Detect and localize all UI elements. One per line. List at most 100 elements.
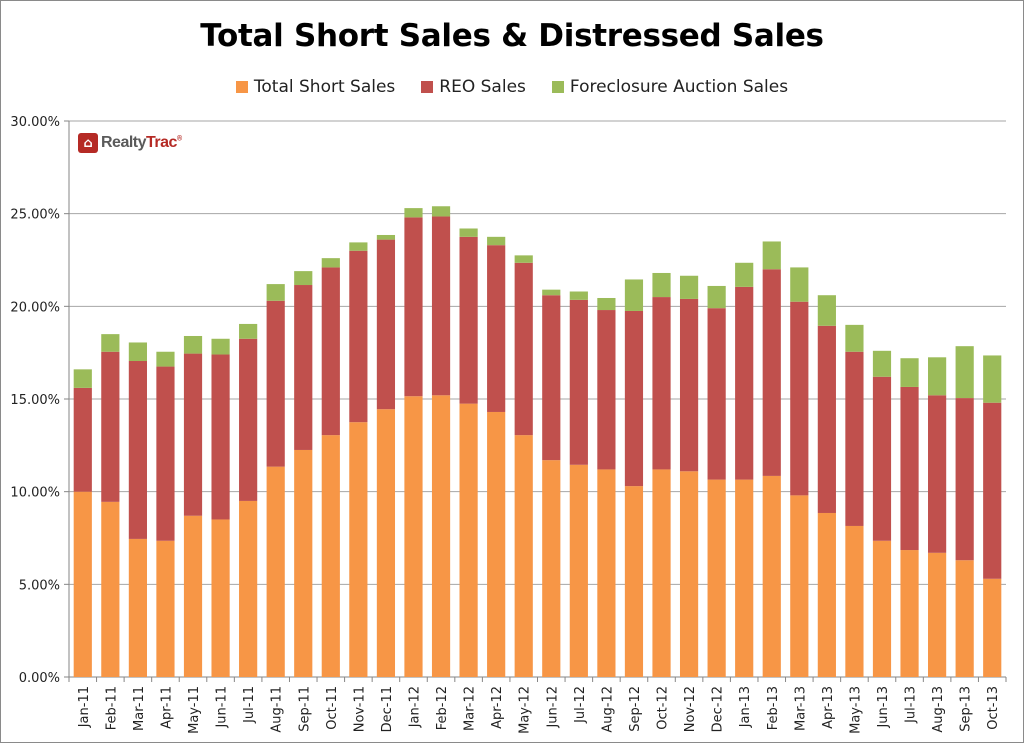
x-tick-label: Aug-12 <box>600 686 615 733</box>
bar-foreclosure-auction-sales-apr-13 <box>817 295 836 326</box>
x-tick-label: Dec-11 <box>380 686 395 732</box>
bar-foreclosure-auction-sales-aug-13 <box>928 357 947 396</box>
bar-foreclosure-auction-sales-sep-12 <box>624 279 644 311</box>
y-tick-label: 25.00% <box>10 208 60 223</box>
house-icon: ⌂ <box>78 133 98 153</box>
bar-total-short-sales-may-13 <box>845 525 864 677</box>
bar-reo-sales-oct-12 <box>652 297 671 470</box>
bar-total-short-sales-mar-12 <box>459 403 478 677</box>
bar-foreclosure-auction-sales-jun-12 <box>542 289 561 296</box>
bar-total-short-sales-apr-11 <box>156 540 175 677</box>
bar-reo-sales-jun-12 <box>542 295 561 461</box>
bar-reo-sales-jan-12 <box>404 217 423 397</box>
bar-reo-sales-sep-12 <box>624 310 644 487</box>
x-tick-label: May-12 <box>518 686 533 734</box>
legend-swatch <box>551 81 564 93</box>
bar-reo-sales-aug-11 <box>266 300 285 467</box>
bar-total-short-sales-mar-11 <box>128 538 147 677</box>
x-tick-label: Jul-13 <box>904 686 919 724</box>
y-tick-label: 5.00% <box>19 578 60 593</box>
bar-total-short-sales-aug-12 <box>597 469 616 677</box>
y-tick-label: 0.00% <box>19 671 60 686</box>
bar-foreclosure-auction-sales-feb-11 <box>101 334 120 352</box>
bar-foreclosure-auction-sales-sep-11 <box>294 271 313 286</box>
x-tick-label: May-13 <box>848 686 863 734</box>
bar-foreclosure-auction-sales-feb-12 <box>431 206 451 217</box>
realtytrac-logo: ⌂ RealtyTrac® <box>78 133 182 153</box>
legend: Total Short Sales REO Sales Foreclosure … <box>0 77 1024 97</box>
bar-foreclosure-auction-sales-mar-12 <box>459 228 478 237</box>
x-tick-label: Jun-13 <box>876 686 891 729</box>
x-tick-label: Mar-12 <box>463 686 478 731</box>
legend-swatch <box>235 81 248 93</box>
x-tick-label: Mar-13 <box>793 686 808 731</box>
bar-reo-sales-apr-11 <box>156 366 175 541</box>
bar-total-short-sales-feb-13 <box>762 475 781 677</box>
bar-foreclosure-auction-sales-may-13 <box>845 324 864 352</box>
legend-swatch <box>421 81 434 93</box>
bar-foreclosure-auction-sales-may-12 <box>514 255 533 263</box>
bar-reo-sales-aug-13 <box>928 395 947 553</box>
x-tick-label: Jan-13 <box>738 686 753 728</box>
bar-foreclosure-auction-sales-aug-11 <box>266 284 285 301</box>
x-tick-label: Feb-11 <box>104 686 119 730</box>
bar-reo-sales-jun-11 <box>211 354 230 520</box>
x-tick-label: Mar-11 <box>132 686 147 731</box>
bar-total-short-sales-jun-12 <box>542 460 561 677</box>
legend-label: Foreclosure Auction Sales <box>569 77 789 97</box>
y-tick-label: 20.00% <box>10 300 60 315</box>
x-tick-label: Jan-11 <box>77 686 92 728</box>
bar-reo-sales-dec-11 <box>376 239 396 410</box>
x-tick-label: Apr-11 <box>159 686 174 729</box>
bar-reo-sales-aug-12 <box>597 310 616 470</box>
x-tick-label: Nov-12 <box>683 686 698 732</box>
x-tick-label: May-11 <box>187 686 202 734</box>
bar-foreclosure-auction-sales-dec-11 <box>376 234 396 240</box>
bar-total-short-sales-may-11 <box>183 515 203 677</box>
x-tick-label: Sep-12 <box>628 686 643 732</box>
bar-foreclosure-auction-sales-apr-11 <box>156 351 175 367</box>
bar-foreclosure-auction-sales-feb-13 <box>762 241 781 270</box>
x-tick-label: Oct-11 <box>325 686 340 730</box>
bar-foreclosure-auction-sales-oct-13 <box>983 355 1002 403</box>
bar-reo-sales-mar-13 <box>790 301 809 496</box>
bar-reo-sales-nov-12 <box>679 298 699 472</box>
bar-foreclosure-auction-sales-jul-13 <box>900 358 919 387</box>
bar-total-short-sales-dec-11 <box>376 409 396 677</box>
bar-reo-sales-jan-13 <box>735 286 754 480</box>
bar-total-short-sales-apr-13 <box>817 512 836 677</box>
bar-foreclosure-auction-sales-may-11 <box>183 335 203 354</box>
bar-reo-sales-mar-11 <box>128 361 147 539</box>
bar-reo-sales-mar-12 <box>459 236 478 404</box>
bar-total-short-sales-oct-11 <box>321 435 340 677</box>
bar-reo-sales-feb-12 <box>431 216 451 396</box>
logo-text-trac: Trac <box>146 134 177 151</box>
y-tick-label: 15.00% <box>10 393 60 408</box>
x-tick-label: Feb-12 <box>435 686 450 730</box>
y-tick-label: 30.00% <box>10 115 60 130</box>
bar-reo-sales-may-11 <box>183 353 203 516</box>
logo-text-realty: Realty <box>101 134 147 151</box>
x-tick-label: Nov-11 <box>352 686 367 732</box>
bar-reo-sales-jul-11 <box>239 338 258 501</box>
x-tick-label: Apr-12 <box>490 686 505 729</box>
bar-foreclosure-auction-sales-dec-12 <box>707 285 726 309</box>
x-tick-label: Sep-13 <box>959 686 974 732</box>
x-tick-label: Aug-11 <box>270 686 285 733</box>
bar-reo-sales-apr-13 <box>817 325 836 513</box>
legend-item-short-sales: Total Short Sales <box>235 77 395 97</box>
bar-foreclosure-auction-sales-jan-12 <box>404 208 423 218</box>
bar-reo-sales-feb-13 <box>762 269 781 476</box>
bar-total-short-sales-jan-13 <box>735 479 754 677</box>
x-tick-label: Dec-12 <box>711 686 726 732</box>
chart-title: Total Short Sales & Distressed Sales <box>200 18 824 54</box>
x-tick-label: Feb-13 <box>766 686 781 730</box>
x-tick-label: Jun-11 <box>215 686 230 729</box>
bar-total-short-sales-aug-13 <box>928 552 947 677</box>
bar-foreclosure-auction-sales-jul-12 <box>569 291 588 300</box>
bar-foreclosure-auction-sales-jun-13 <box>872 350 892 377</box>
bar-foreclosure-auction-sales-jul-11 <box>239 323 258 339</box>
bar-foreclosure-auction-sales-mar-11 <box>128 342 147 362</box>
bar-total-short-sales-aug-11 <box>266 466 285 677</box>
